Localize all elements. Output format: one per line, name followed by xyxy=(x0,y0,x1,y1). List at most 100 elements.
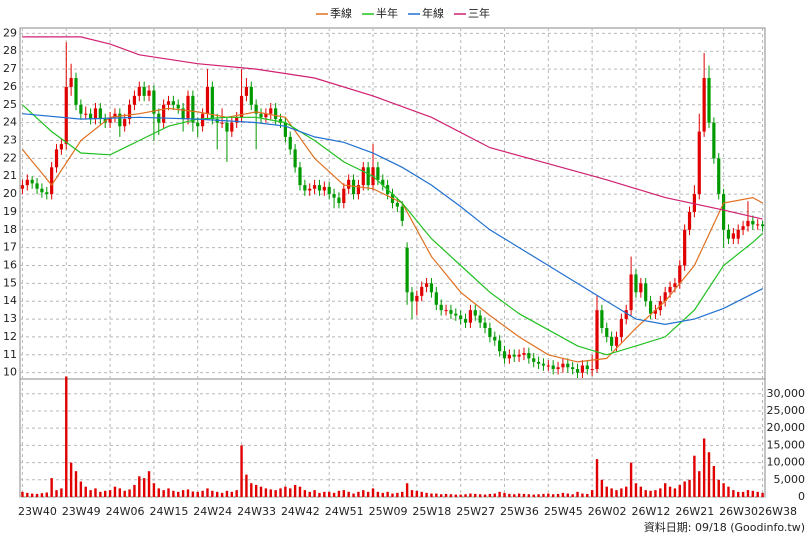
volume-bar xyxy=(293,484,297,497)
volume-bar xyxy=(254,484,258,497)
y-tick-label: 24 xyxy=(3,116,17,129)
volume-bar xyxy=(478,494,482,497)
x-tick-label: 25W36 xyxy=(500,505,539,518)
candle-body xyxy=(303,185,307,191)
candle-body xyxy=(347,179,351,189)
y-tick-label: 16 xyxy=(3,259,17,272)
volume-bar xyxy=(177,491,180,497)
candle-body xyxy=(35,183,39,189)
x-tick-label: 24W15 xyxy=(149,505,188,518)
candle-body xyxy=(205,86,210,114)
x-tick-label: 26W38 xyxy=(758,505,797,518)
volume-bar xyxy=(284,486,287,497)
volume-bar xyxy=(537,494,540,497)
volume-bar xyxy=(600,479,604,497)
volume-bar xyxy=(99,491,102,497)
volume-bar xyxy=(45,492,48,497)
y-tick-label: 14 xyxy=(3,294,17,307)
volume-bar xyxy=(527,494,531,497)
candle-body xyxy=(366,167,370,186)
volume-bar xyxy=(298,486,302,497)
candle-body xyxy=(327,186,331,195)
candle-body xyxy=(556,367,560,370)
volume-bar xyxy=(722,483,725,497)
volume-bar xyxy=(167,488,170,497)
y-tick-label: 12 xyxy=(3,330,17,343)
candle-body xyxy=(595,310,599,370)
y-tick-label: 17 xyxy=(3,241,17,254)
candle-body xyxy=(741,226,745,230)
volume-bar xyxy=(474,493,477,497)
volume-bar xyxy=(702,438,706,497)
volume-bar xyxy=(327,491,331,497)
volume-bar xyxy=(347,491,350,497)
candle-body xyxy=(707,78,711,123)
candle-body xyxy=(74,78,78,105)
volume-bar xyxy=(405,483,409,497)
volume-bar xyxy=(532,494,535,497)
volume-bar xyxy=(303,490,307,497)
x-tick-label: 24W33 xyxy=(237,505,276,518)
candle-body xyxy=(137,86,141,96)
volume-bar xyxy=(435,493,438,497)
candle-body xyxy=(181,108,185,120)
volume-bar xyxy=(566,493,569,497)
volume-bar xyxy=(459,494,462,497)
volume-bar xyxy=(186,489,190,497)
candle-body xyxy=(278,119,283,123)
candle-body xyxy=(269,108,273,114)
ma-line xyxy=(21,104,764,356)
volume-bar xyxy=(605,486,608,497)
volume-bar xyxy=(35,493,39,497)
x-tick-label: 24W42 xyxy=(281,505,320,518)
candle-body xyxy=(249,86,253,105)
candle-body xyxy=(512,354,516,357)
candle-body xyxy=(50,167,54,195)
legend-label: 季線 xyxy=(330,6,352,20)
candle-body xyxy=(736,229,740,239)
candle-body xyxy=(639,283,643,293)
volume-bar xyxy=(40,493,44,497)
volume-bar xyxy=(142,478,146,497)
candle-body xyxy=(342,188,346,203)
volume-bar xyxy=(732,490,735,497)
volume-bar xyxy=(157,488,160,497)
y2-tick-label: 0 xyxy=(798,490,805,503)
volume-bar xyxy=(79,481,83,497)
volume-bar xyxy=(439,494,443,497)
volume-bar xyxy=(250,483,253,497)
y-tick-label: 26 xyxy=(3,80,17,93)
ma-line xyxy=(22,36,763,220)
volume-bar xyxy=(488,493,492,497)
candle-body xyxy=(25,179,29,186)
volume-bar xyxy=(649,490,652,497)
candle-body xyxy=(687,211,692,230)
volume-bar xyxy=(678,484,681,497)
volume-bar xyxy=(113,486,117,497)
volume-bar xyxy=(444,493,448,497)
volume-bar xyxy=(727,486,730,497)
candle-body xyxy=(634,274,638,293)
x-tick-label: 24W51 xyxy=(325,505,364,518)
candle-body xyxy=(760,224,765,227)
volume-bar xyxy=(717,479,720,497)
candle-body xyxy=(395,203,399,207)
volume-bar xyxy=(556,493,560,497)
volume-bar xyxy=(357,491,360,497)
candle-body xyxy=(196,122,200,127)
y-tick-label: 23 xyxy=(3,134,17,147)
candle-body xyxy=(571,367,575,370)
candle-body xyxy=(454,313,458,316)
candle-body xyxy=(546,365,550,367)
volume-bar xyxy=(104,490,107,497)
volume-bar xyxy=(464,494,467,497)
x-tick-label: 25W27 xyxy=(456,505,495,518)
volume-bar xyxy=(26,492,29,497)
volume-bar xyxy=(172,490,175,497)
candle-body xyxy=(235,117,239,123)
volume-bar xyxy=(698,471,701,497)
volume-bar xyxy=(517,493,521,497)
candle-body xyxy=(527,353,531,359)
candle-body xyxy=(536,361,541,364)
volume-bar xyxy=(323,491,326,497)
